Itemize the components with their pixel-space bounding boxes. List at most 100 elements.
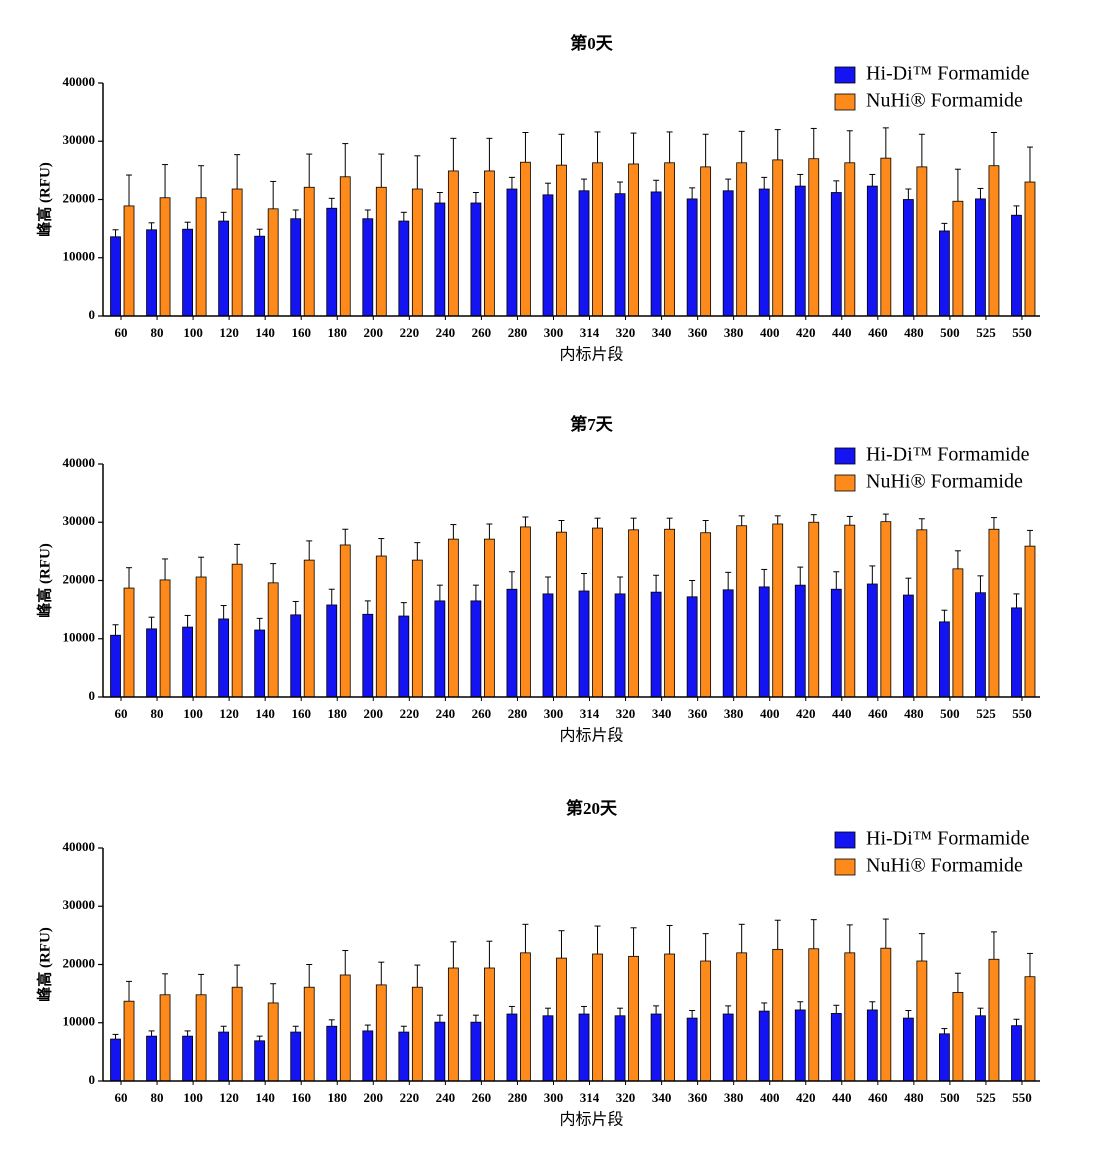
bar xyxy=(326,604,338,698)
bar xyxy=(254,235,266,317)
bar xyxy=(326,1025,338,1082)
legend-swatch xyxy=(834,831,856,849)
bar xyxy=(794,185,806,317)
bar xyxy=(470,1021,482,1082)
bar xyxy=(447,170,459,317)
x-tick-label: 100 xyxy=(183,1090,203,1105)
bar xyxy=(578,590,590,698)
bar xyxy=(578,1013,590,1082)
bar xyxy=(916,960,928,1082)
x-tick-label: 260 xyxy=(472,706,492,721)
bar xyxy=(650,1013,662,1082)
x-tick-label: 300 xyxy=(544,706,564,721)
bar xyxy=(520,526,531,698)
legend-swatch xyxy=(834,858,856,876)
bar xyxy=(772,159,784,317)
x-tick-label: 180 xyxy=(328,706,348,721)
bar xyxy=(375,186,387,317)
x-tick-label: 240 xyxy=(436,325,456,340)
bar xyxy=(231,188,243,317)
bar xyxy=(592,162,603,317)
bar xyxy=(123,587,135,698)
bar xyxy=(975,592,986,698)
bar xyxy=(411,986,423,1082)
x-tick-label: 240 xyxy=(436,1090,456,1105)
bar xyxy=(398,615,410,698)
bar xyxy=(556,531,567,698)
y-tick-label: 0 xyxy=(89,1072,96,1087)
bar xyxy=(988,165,1000,317)
y-tick-label: 30000 xyxy=(63,897,96,912)
x-tick-label: 280 xyxy=(508,706,528,721)
x-tick-label: 440 xyxy=(832,325,852,340)
y-tick-label: 20000 xyxy=(63,190,96,205)
x-tick-label: 500 xyxy=(940,325,960,340)
bar xyxy=(484,170,495,317)
bar xyxy=(902,1017,914,1082)
bar xyxy=(218,1031,230,1082)
y-tick-label: 40000 xyxy=(63,455,96,470)
bar xyxy=(146,229,157,317)
x-tick-label: 500 xyxy=(940,1090,960,1105)
bar xyxy=(195,197,207,317)
x-tick-label: 60 xyxy=(115,706,128,721)
bar xyxy=(520,161,531,317)
x-tick-label: 340 xyxy=(652,1090,672,1105)
bar xyxy=(830,588,842,698)
bar xyxy=(866,185,878,317)
bar xyxy=(146,1035,157,1082)
bar xyxy=(736,162,748,317)
bar xyxy=(902,594,914,698)
x-tick-label: 420 xyxy=(796,706,816,721)
bar xyxy=(758,188,770,317)
bar xyxy=(1024,181,1036,317)
x-axis-label: 内标片段 xyxy=(559,727,623,745)
bar xyxy=(736,952,748,1082)
bar xyxy=(808,521,820,698)
x-tick-label: 420 xyxy=(796,325,816,340)
x-tick-label: 340 xyxy=(652,706,672,721)
bar xyxy=(1011,607,1022,698)
x-tick-label: 220 xyxy=(400,706,420,721)
y-tick-label: 20000 xyxy=(63,955,96,970)
bar xyxy=(254,1040,266,1082)
bar xyxy=(231,563,243,698)
x-tick-label: 280 xyxy=(508,1090,528,1105)
bar xyxy=(866,583,878,698)
bar xyxy=(398,220,410,317)
bar xyxy=(686,596,698,698)
bar xyxy=(614,593,626,698)
bar xyxy=(375,984,387,1082)
y-tick-label: 40000 xyxy=(63,839,96,854)
x-tick-label: 160 xyxy=(291,325,311,340)
bar xyxy=(484,967,495,1082)
bar xyxy=(267,1002,279,1082)
bar xyxy=(592,527,603,698)
legend-swatch xyxy=(834,447,856,465)
x-tick-label: 200 xyxy=(364,1090,384,1105)
legend-label: Hi-Di™ Formamide xyxy=(866,63,1030,85)
x-tick-label: 460 xyxy=(868,706,888,721)
x-tick-label: 460 xyxy=(868,325,888,340)
y-tick-label: 10000 xyxy=(63,630,96,645)
x-tick-label: 160 xyxy=(291,706,311,721)
bar xyxy=(411,559,423,698)
x-tick-label: 500 xyxy=(940,706,960,721)
x-tick-label: 440 xyxy=(832,706,852,721)
bar xyxy=(844,162,856,317)
bar xyxy=(988,958,1000,1082)
bar xyxy=(182,228,193,317)
bar xyxy=(542,1015,554,1082)
x-tick-label: 60 xyxy=(115,325,128,340)
bar xyxy=(231,986,243,1082)
bar xyxy=(411,188,423,317)
x-tick-label: 160 xyxy=(291,1090,311,1105)
y-axis-label: 峰高 (RFU) xyxy=(35,162,53,237)
x-tick-label: 360 xyxy=(688,1090,708,1105)
bar xyxy=(664,953,675,1082)
x-tick-label: 140 xyxy=(255,706,275,721)
bar xyxy=(844,952,856,1082)
bar xyxy=(614,193,626,317)
bar xyxy=(628,163,639,317)
